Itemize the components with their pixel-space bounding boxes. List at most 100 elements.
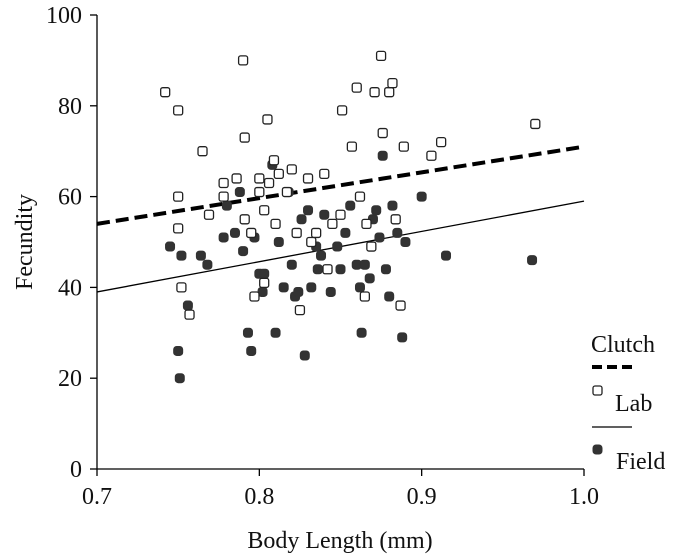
lab-point (306, 236, 317, 248)
field-points (165, 150, 538, 384)
lab-point (286, 164, 297, 175)
legend-field-label: Field (616, 449, 665, 475)
lab-point (435, 136, 447, 148)
legend-clutch-label: Clutch (591, 332, 655, 358)
lab-point (263, 177, 275, 189)
field-point (364, 273, 375, 284)
lab-point (273, 168, 284, 180)
field-point (234, 187, 245, 198)
lab-point (390, 214, 401, 225)
lab-point (268, 155, 280, 166)
lab-point (351, 82, 362, 93)
y-tick-label: 20 (58, 366, 82, 392)
lab-point (270, 218, 281, 229)
field-point (325, 286, 336, 297)
field-point (296, 214, 307, 225)
field-point (238, 246, 249, 257)
field-point (218, 232, 229, 243)
field-point (400, 237, 411, 247)
field-point (441, 250, 452, 261)
lab-point (369, 87, 380, 98)
y-tick-label: 40 (58, 275, 82, 301)
field-point (229, 227, 240, 238)
field-point (286, 259, 297, 270)
lab-point (361, 218, 372, 229)
lab-point (218, 191, 229, 202)
lab-point (231, 173, 242, 184)
field-point (246, 345, 257, 356)
lab-point (319, 168, 330, 180)
lab-point (218, 177, 229, 189)
field-point (380, 264, 391, 275)
field-point (176, 250, 187, 261)
field-point (259, 268, 270, 279)
field-point (377, 150, 388, 161)
y-ticks: 0 20 40 60 80 100 (46, 3, 97, 483)
field-point (527, 255, 538, 266)
field-point (316, 250, 327, 261)
field-point (332, 241, 343, 252)
lab-point (259, 205, 270, 216)
field-point (416, 191, 427, 202)
x-ticks: 0.7 0.8 0.9 1.0 (82, 469, 599, 510)
y-tick-label: 60 (58, 185, 82, 211)
field-point (278, 282, 289, 293)
lab-point (395, 300, 406, 311)
field-point (303, 205, 314, 216)
lab-point (366, 241, 377, 252)
legend-lab-marker (592, 385, 603, 396)
field-point (174, 373, 185, 384)
lab-point (336, 105, 348, 116)
legend-lab-label: Lab (615, 391, 652, 417)
x-axis-title: Body Length (mm) (247, 528, 432, 554)
field-point (374, 232, 385, 243)
lab-point (375, 50, 387, 62)
field-point (335, 264, 346, 275)
lab-points (160, 50, 541, 320)
lab-point (197, 146, 208, 157)
field-point (387, 200, 398, 211)
field-point (165, 241, 176, 252)
field-point (173, 345, 184, 356)
lab-point (327, 218, 338, 229)
field-point (354, 282, 365, 293)
lab-point (203, 209, 215, 220)
y-tick-label: 80 (58, 94, 82, 120)
clutch-trend-line (96, 144, 585, 226)
x-tick-label: 0.7 (82, 484, 112, 510)
lab-point (530, 118, 541, 130)
lab-point (291, 227, 302, 239)
lab-point (239, 214, 250, 225)
y-axis-title: Fecundity (12, 194, 38, 290)
lab-point (359, 291, 371, 302)
field-point (242, 327, 253, 338)
lab-point (184, 309, 195, 320)
lab-point (426, 150, 437, 161)
field-point (195, 250, 206, 261)
lab-point (354, 191, 366, 202)
field-point (384, 291, 395, 302)
lab-point (387, 77, 398, 89)
field-point (345, 200, 356, 211)
lab-point (173, 105, 184, 116)
lab-point (237, 55, 249, 66)
field-point (397, 332, 408, 343)
lab-point (176, 282, 187, 293)
lab-point (254, 173, 265, 184)
lab-point (322, 264, 333, 275)
field-point (392, 227, 403, 238)
lab-point (239, 132, 250, 143)
x-tick-label: 1.0 (569, 484, 599, 510)
lab-point (377, 127, 388, 139)
lab-point (160, 87, 171, 98)
x-tick-label: 0.8 (244, 484, 274, 510)
field-point (356, 327, 367, 338)
field-point (299, 350, 310, 361)
lab-point (254, 186, 265, 198)
lab-point (384, 87, 395, 98)
field-point (359, 259, 370, 270)
field-point (340, 227, 351, 238)
field-point (273, 237, 284, 247)
